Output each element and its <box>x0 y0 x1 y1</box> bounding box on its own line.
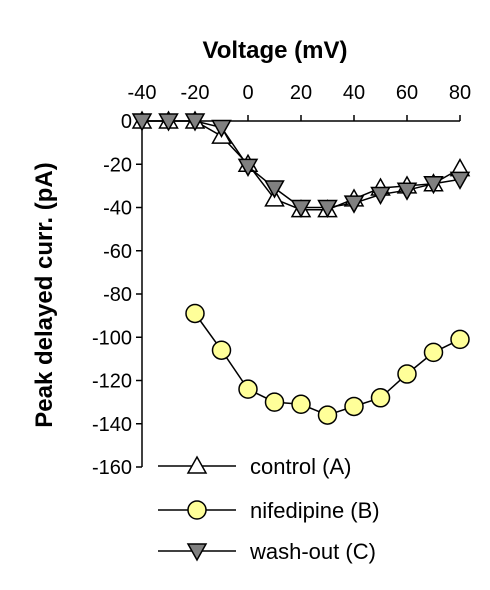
legend-marker <box>186 543 208 562</box>
x-tick-label: 40 <box>343 82 365 104</box>
x-tick-label: 60 <box>396 82 418 104</box>
x-tick-label: -20 <box>181 82 210 104</box>
data-point <box>211 340 232 360</box>
legend-item: control (A) <box>158 454 351 479</box>
y-tick-label: -160 <box>92 457 132 479</box>
series-line <box>142 120 461 211</box>
legend-item: wash-out (C) <box>158 539 376 564</box>
legend-marker <box>187 500 207 520</box>
data-point <box>237 158 259 177</box>
data-point <box>317 405 338 425</box>
x-tick-label: 20 <box>290 82 312 104</box>
axes: -40 -20 0 20 40 60 80 0 -20 -40 -60 -80 -100 -120 -140… <box>92 82 471 479</box>
legend-item: nifedipine (B) <box>158 498 380 523</box>
series-2 <box>185 303 470 425</box>
data-point <box>264 180 285 199</box>
data-point <box>184 113 206 132</box>
data-point <box>370 186 391 206</box>
legend-label: control (A) <box>250 454 351 479</box>
data-point <box>344 396 364 417</box>
y-tick-label: -140 <box>92 414 132 436</box>
series-3 <box>131 113 471 219</box>
y-tick-label: -80 <box>103 284 132 306</box>
series-layer <box>131 110 471 425</box>
data-point <box>423 175 444 195</box>
x-tick-label: -40 <box>128 82 157 104</box>
data-point <box>317 199 338 219</box>
data-point <box>131 113 153 132</box>
data-point <box>290 199 312 219</box>
x-tick-label: 0 <box>242 82 253 104</box>
data-point <box>291 394 311 415</box>
y-axis-title: Peak delayed curr. (pA) <box>31 162 58 427</box>
y-tick-label: -120 <box>92 371 132 393</box>
data-point <box>211 119 232 139</box>
legend: control (A) nifedipine (B) wash-out (C) <box>158 454 380 564</box>
data-point <box>264 392 285 412</box>
data-point <box>158 113 179 132</box>
data-point <box>423 342 444 363</box>
legend-label: nifedipine (B) <box>250 498 380 523</box>
data-point <box>238 379 258 399</box>
data-point <box>450 329 470 350</box>
data-point <box>185 303 205 324</box>
series-line <box>194 313 461 416</box>
data-point <box>449 171 471 190</box>
data-point <box>396 182 418 201</box>
y-tick-label: -20 <box>103 154 132 176</box>
data-point <box>397 364 417 384</box>
x-axis-title: Voltage (mV) <box>203 37 348 64</box>
legend-label: wash-out (C) <box>249 539 376 564</box>
y-tick-label: -60 <box>103 241 132 263</box>
data-point <box>370 388 391 408</box>
series-line <box>142 120 461 209</box>
y-tick-label: 0 <box>121 111 132 133</box>
y-tick-label: -100 <box>92 327 132 349</box>
legend-marker <box>186 455 208 474</box>
y-tick-label: -40 <box>103 198 132 220</box>
data-point <box>343 195 365 214</box>
x-tick-label: 80 <box>449 82 471 104</box>
